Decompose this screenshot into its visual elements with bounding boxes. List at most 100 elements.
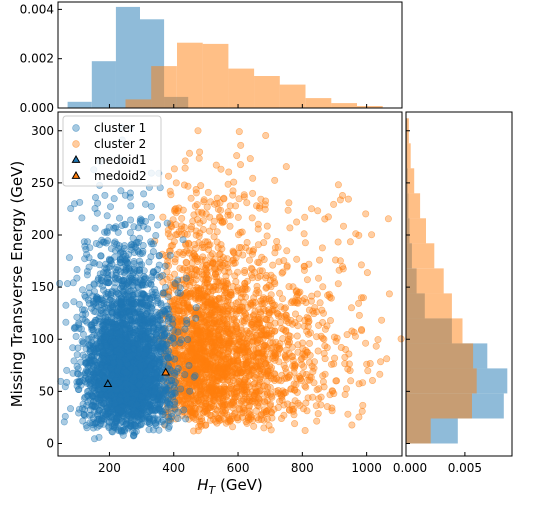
top-hist-bar-cluster2 (151, 66, 177, 108)
cluster2-point (330, 360, 338, 368)
cluster2-point (263, 362, 271, 370)
cluster1-point (75, 409, 83, 417)
cluster2-point (321, 342, 329, 350)
cluster2-point (242, 383, 250, 391)
cluster2-point (241, 353, 249, 361)
cluster1-point (64, 280, 72, 288)
cluster2-point (243, 199, 251, 207)
cluster2-point (169, 216, 177, 224)
cluster1-point (126, 229, 134, 237)
cluster2-point (303, 276, 311, 284)
cluster2-point (303, 407, 311, 415)
cluster2-point (224, 353, 232, 361)
cluster2-point (207, 403, 215, 411)
cluster2-point (188, 380, 196, 388)
cluster1-point (137, 290, 145, 298)
cluster2-point (368, 376, 376, 384)
cluster1-point (159, 289, 167, 297)
cluster2-point (180, 181, 188, 189)
cluster1-point (142, 200, 150, 208)
top-hist-bar-cluster1 (91, 61, 116, 108)
cluster2-point (287, 299, 295, 307)
cluster2-point (314, 347, 322, 355)
cluster2-point (234, 357, 242, 365)
cluster2-point (362, 339, 370, 347)
cluster1-point (139, 247, 147, 255)
cluster2-point (301, 295, 309, 303)
cluster2-point (306, 329, 314, 337)
cluster2-point (207, 252, 215, 260)
cluster1-point (73, 351, 81, 359)
cluster2-point (246, 327, 254, 335)
cluster1-point (130, 257, 138, 265)
cluster1-point (126, 193, 134, 201)
cluster2-point (397, 335, 405, 343)
cluster2-point (210, 233, 218, 241)
cluster2-point (280, 411, 288, 419)
cluster2-point (315, 321, 323, 329)
cluster2-point (204, 188, 212, 196)
cluster2-point (313, 333, 321, 341)
cluster1-point (173, 367, 181, 375)
cluster2-point (164, 230, 172, 238)
cluster2-point (274, 310, 282, 318)
cluster1-point (95, 433, 103, 441)
cluster1-point (184, 335, 192, 343)
cluster2-point (195, 232, 203, 240)
cluster2-point (255, 319, 263, 327)
cluster1-point (115, 426, 123, 434)
cluster2-point (201, 292, 209, 300)
cluster2-point (328, 407, 336, 415)
cluster2-point (307, 205, 315, 213)
cluster2-point (279, 268, 287, 276)
cluster2-point (203, 203, 211, 211)
cluster2-point (241, 266, 249, 274)
cluster2-point (184, 300, 192, 308)
cluster2-point (225, 168, 233, 176)
scatter-points (56, 124, 405, 443)
cluster1-point (147, 202, 155, 210)
cluster2-point (200, 196, 208, 204)
cluster2-point (245, 390, 253, 398)
cluster1-point (83, 267, 91, 275)
cluster2-point (237, 141, 245, 149)
cluster2-point (216, 366, 224, 374)
cluster2-point (231, 272, 239, 280)
cluster2-point (187, 225, 195, 233)
cluster2-point (199, 409, 207, 417)
cluster2-point (252, 289, 260, 297)
cluster2-point (226, 202, 234, 210)
cluster2-point (183, 348, 191, 356)
cluster2-point (293, 332, 301, 340)
cluster2-point (281, 351, 289, 359)
cluster2-point (260, 424, 268, 432)
cluster2-point (383, 355, 391, 363)
cluster2-point (305, 358, 313, 366)
cluster2-point (341, 390, 349, 398)
cluster1-point (140, 275, 148, 283)
cluster2-point (210, 342, 218, 350)
cluster2-point (326, 316, 334, 324)
cluster2-point (220, 286, 228, 294)
cluster2-point (233, 352, 241, 360)
cluster2-point (254, 258, 262, 266)
cluster2-point (279, 387, 287, 395)
cluster2-point (258, 331, 266, 339)
cluster2-point (250, 334, 258, 342)
cluster1-point (61, 383, 69, 391)
cluster2-point (256, 375, 264, 383)
cluster2-point (280, 374, 288, 382)
cluster2-point (290, 411, 298, 419)
cluster2-point (249, 174, 257, 182)
cluster2-point (275, 358, 283, 366)
cluster2-point (213, 194, 221, 202)
cluster2-point (232, 345, 240, 353)
cluster2-point (293, 293, 301, 301)
cluster2-point (271, 370, 279, 378)
cluster1-point (163, 399, 171, 407)
cluster2-point (253, 414, 261, 422)
cluster2-point (342, 385, 350, 393)
cluster2-point (316, 299, 324, 307)
top-hist-ytick-label: 0.000 (20, 101, 54, 115)
